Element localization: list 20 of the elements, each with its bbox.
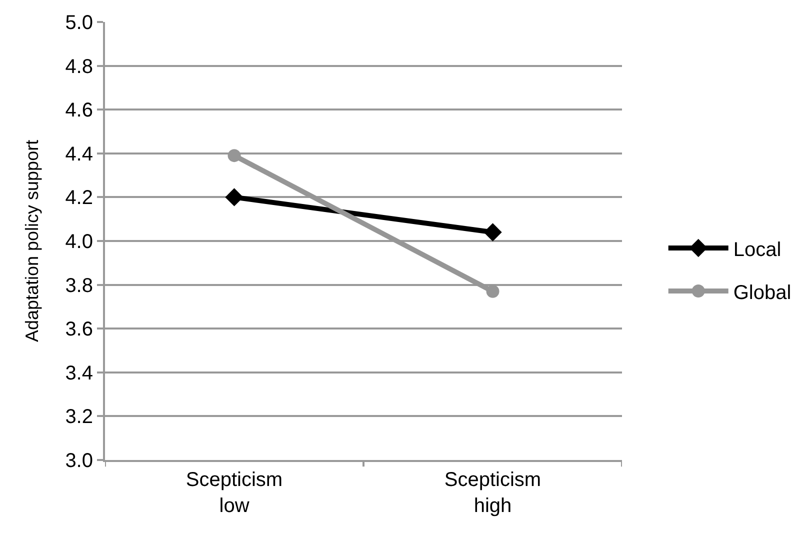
y-tick-label: 4.6 <box>65 100 93 122</box>
y-tick-label: 4.2 <box>65 187 93 210</box>
y-tick-label: 5.0 <box>65 12 93 34</box>
y-tick-label: 3.4 <box>65 362 93 384</box>
legend-label: Local <box>733 238 782 261</box>
point <box>228 149 241 162</box>
point <box>484 223 502 242</box>
point <box>486 284 500 298</box>
x-tick-label: Scepticism high <box>444 469 542 517</box>
y-axis-title: Adaptation policy support <box>22 140 42 342</box>
y-tick-label: 3.2 <box>65 406 93 428</box>
y-tick-label: 4.8 <box>65 56 93 78</box>
legend-label: Global <box>733 282 792 304</box>
y-tick-label: 4.0 <box>65 231 93 253</box>
y-tick-label: 3.6 <box>65 318 93 341</box>
y-tick-label: 4.4 <box>65 143 93 166</box>
y-tick-label: 3.0 <box>65 450 93 472</box>
y-tick-label: 3.8 <box>65 274 93 297</box>
point <box>225 188 244 206</box>
x-tick-label: Scepticism low <box>186 469 283 517</box>
